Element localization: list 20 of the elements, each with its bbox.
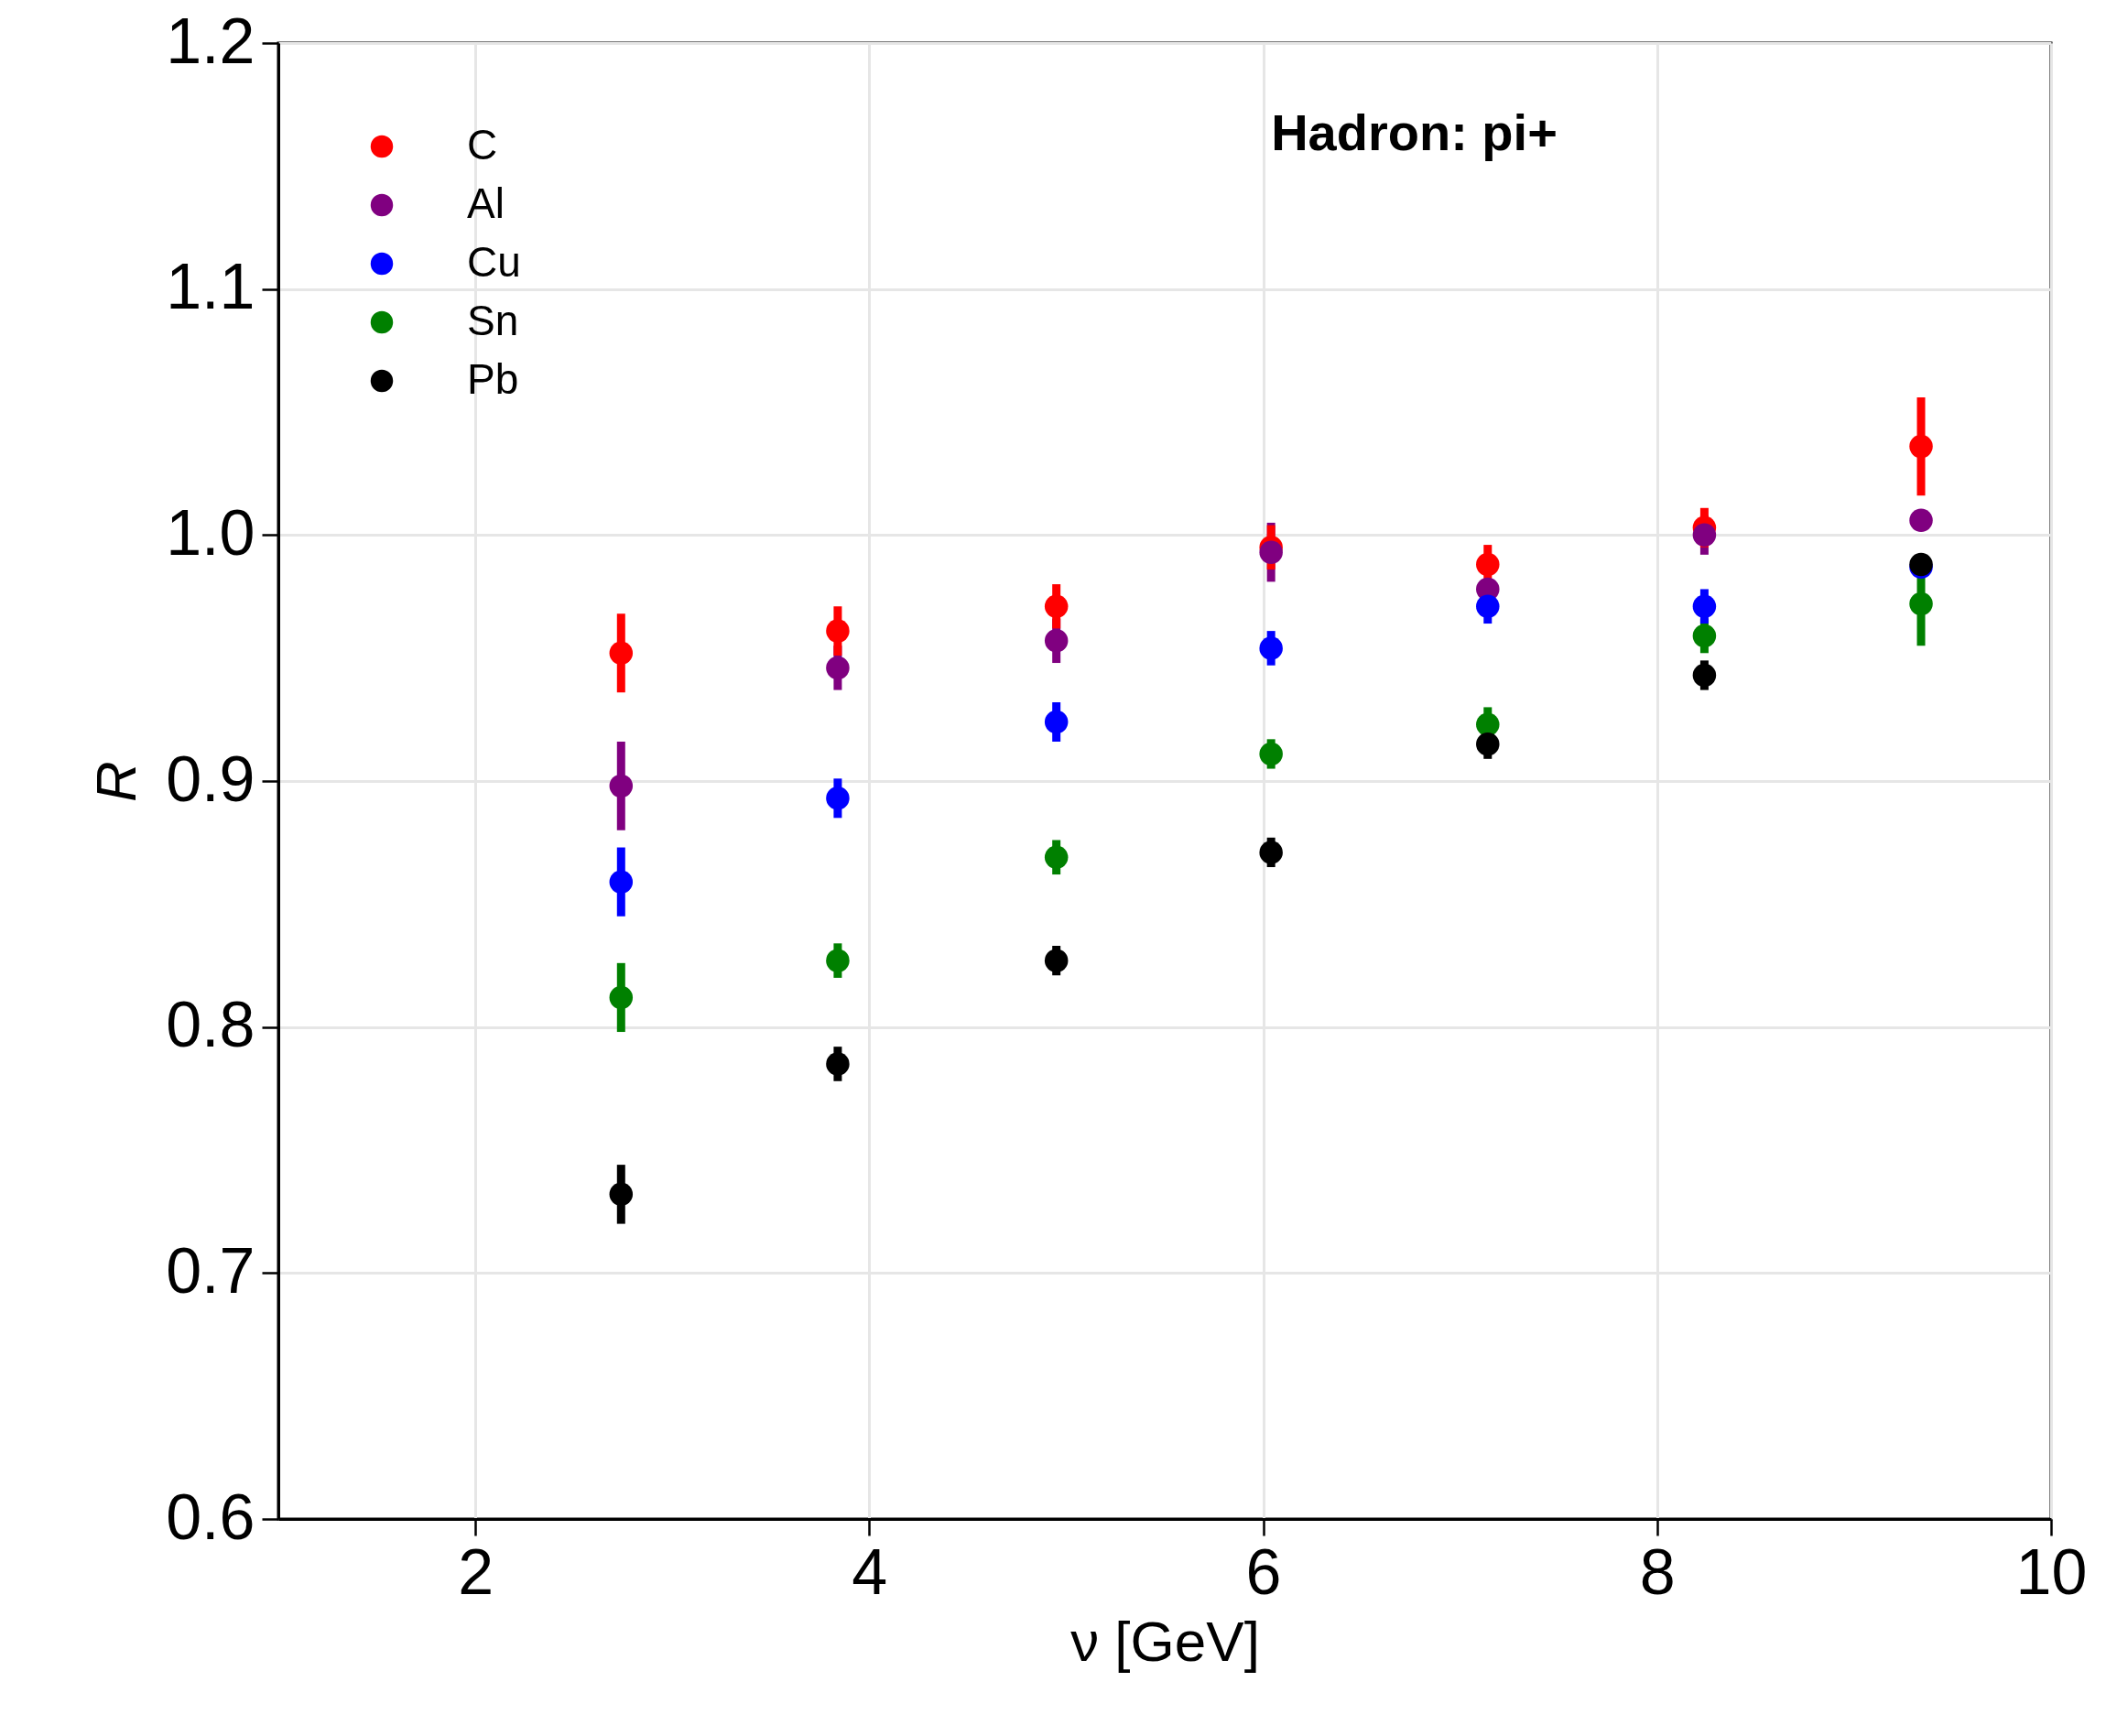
x-tick-label: 6 <box>1245 1535 1282 1608</box>
legend-label: C <box>467 121 498 168</box>
y-axis-title: R <box>84 761 148 802</box>
y-tick-label: 0.6 <box>166 1481 255 1553</box>
x-axis-title: ν [GeV] <box>1070 1609 1260 1673</box>
legend-label: Al <box>467 179 505 227</box>
x-tick-label: 10 <box>2015 1535 2088 1608</box>
x-tick-label: 4 <box>852 1535 888 1608</box>
x-tick-label: 2 <box>458 1535 494 1608</box>
legend-label: Pb <box>467 355 519 403</box>
legend-label: Sn <box>467 297 519 344</box>
x-tick-label: 8 <box>1639 1535 1676 1608</box>
y-tick-label: 0.8 <box>166 989 255 1061</box>
y-tick-label: 0.7 <box>166 1234 255 1307</box>
legend-label: Cu <box>467 238 521 286</box>
y-tick-label: 0.9 <box>166 743 255 815</box>
y-tick-label: 1.1 <box>166 251 255 323</box>
y-tick-label: 1.2 <box>166 5 255 77</box>
y-tick-label: 1.0 <box>166 496 255 569</box>
annotation: Hadron: pi+ <box>1271 103 1558 161</box>
